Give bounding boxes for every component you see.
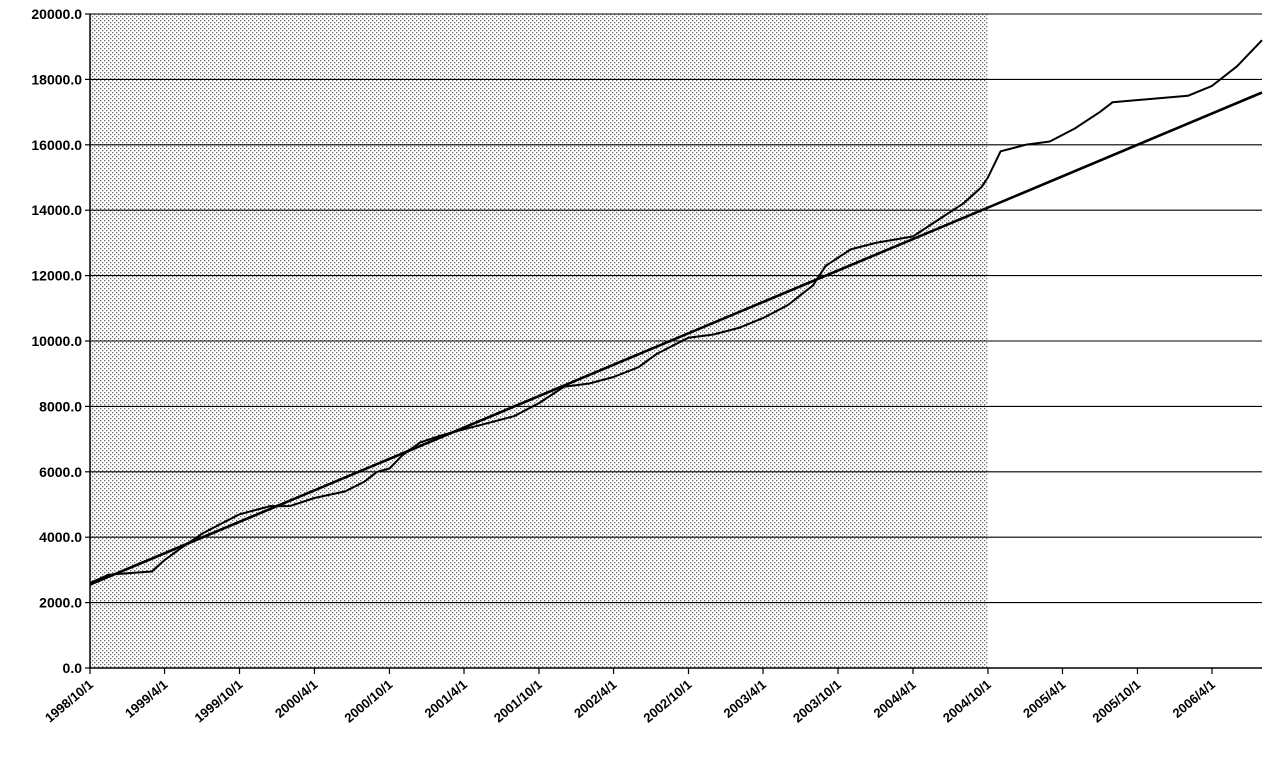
y-tick-label: 14000.0 [31, 202, 82, 218]
y-tick-label: 10000.0 [31, 333, 82, 349]
x-tick-label: 2001/10/1 [491, 677, 545, 726]
x-tick-label: 2003/4/1 [721, 677, 769, 721]
y-tick-label: 2000.0 [39, 595, 82, 611]
x-tick-label: 2006/4/1 [1170, 677, 1218, 721]
x-tick-label: 2001/4/1 [422, 677, 470, 721]
y-tick-label: 20000.0 [31, 6, 82, 22]
x-tick-label: 2002/10/1 [640, 677, 694, 726]
x-tick-label: 1999/10/1 [191, 677, 245, 726]
y-tick-label: 18000.0 [31, 71, 82, 87]
y-tick-label: 0.0 [63, 660, 83, 676]
series-trend-line [89, 91, 1263, 586]
y-axis-tick-labels: 0.0 2000.0 4000.0 6000.0 8000.0 10000.0 12000.… [31, 6, 82, 676]
axes [85, 13, 1262, 674]
x-tick-label: 2005/4/1 [1020, 677, 1068, 721]
y-tick-label: 4000.0 [39, 529, 82, 545]
x-tick-label: 2004/4/1 [870, 677, 918, 721]
y-tick-label: 16000.0 [31, 137, 82, 153]
x-tick-label: 2005/10/1 [1089, 677, 1143, 726]
x-tick-label: 2002/4/1 [571, 677, 619, 721]
y-tick-label: 12000.0 [31, 268, 82, 284]
y-tick-label: 8000.0 [39, 398, 82, 414]
x-axis-tick-labels: 1998/10/1 1999/4/1 1999/10/1 2000/4/1 2000/1… [42, 677, 1218, 726]
gridlines [90, 13, 1262, 604]
x-tick-label: 2000/10/1 [341, 677, 395, 726]
x-tick-label: 2004/10/1 [940, 677, 994, 726]
x-tick-label: 2003/10/1 [790, 677, 844, 726]
x-tick-label: 2000/4/1 [272, 677, 320, 721]
y-tick-label: 6000.0 [39, 464, 82, 480]
data-series [89, 39, 1263, 586]
x-tick-label: 1998/10/1 [42, 677, 96, 726]
x-tick-label: 1999/4/1 [122, 677, 170, 721]
series-actual-line [89, 39, 1263, 584]
